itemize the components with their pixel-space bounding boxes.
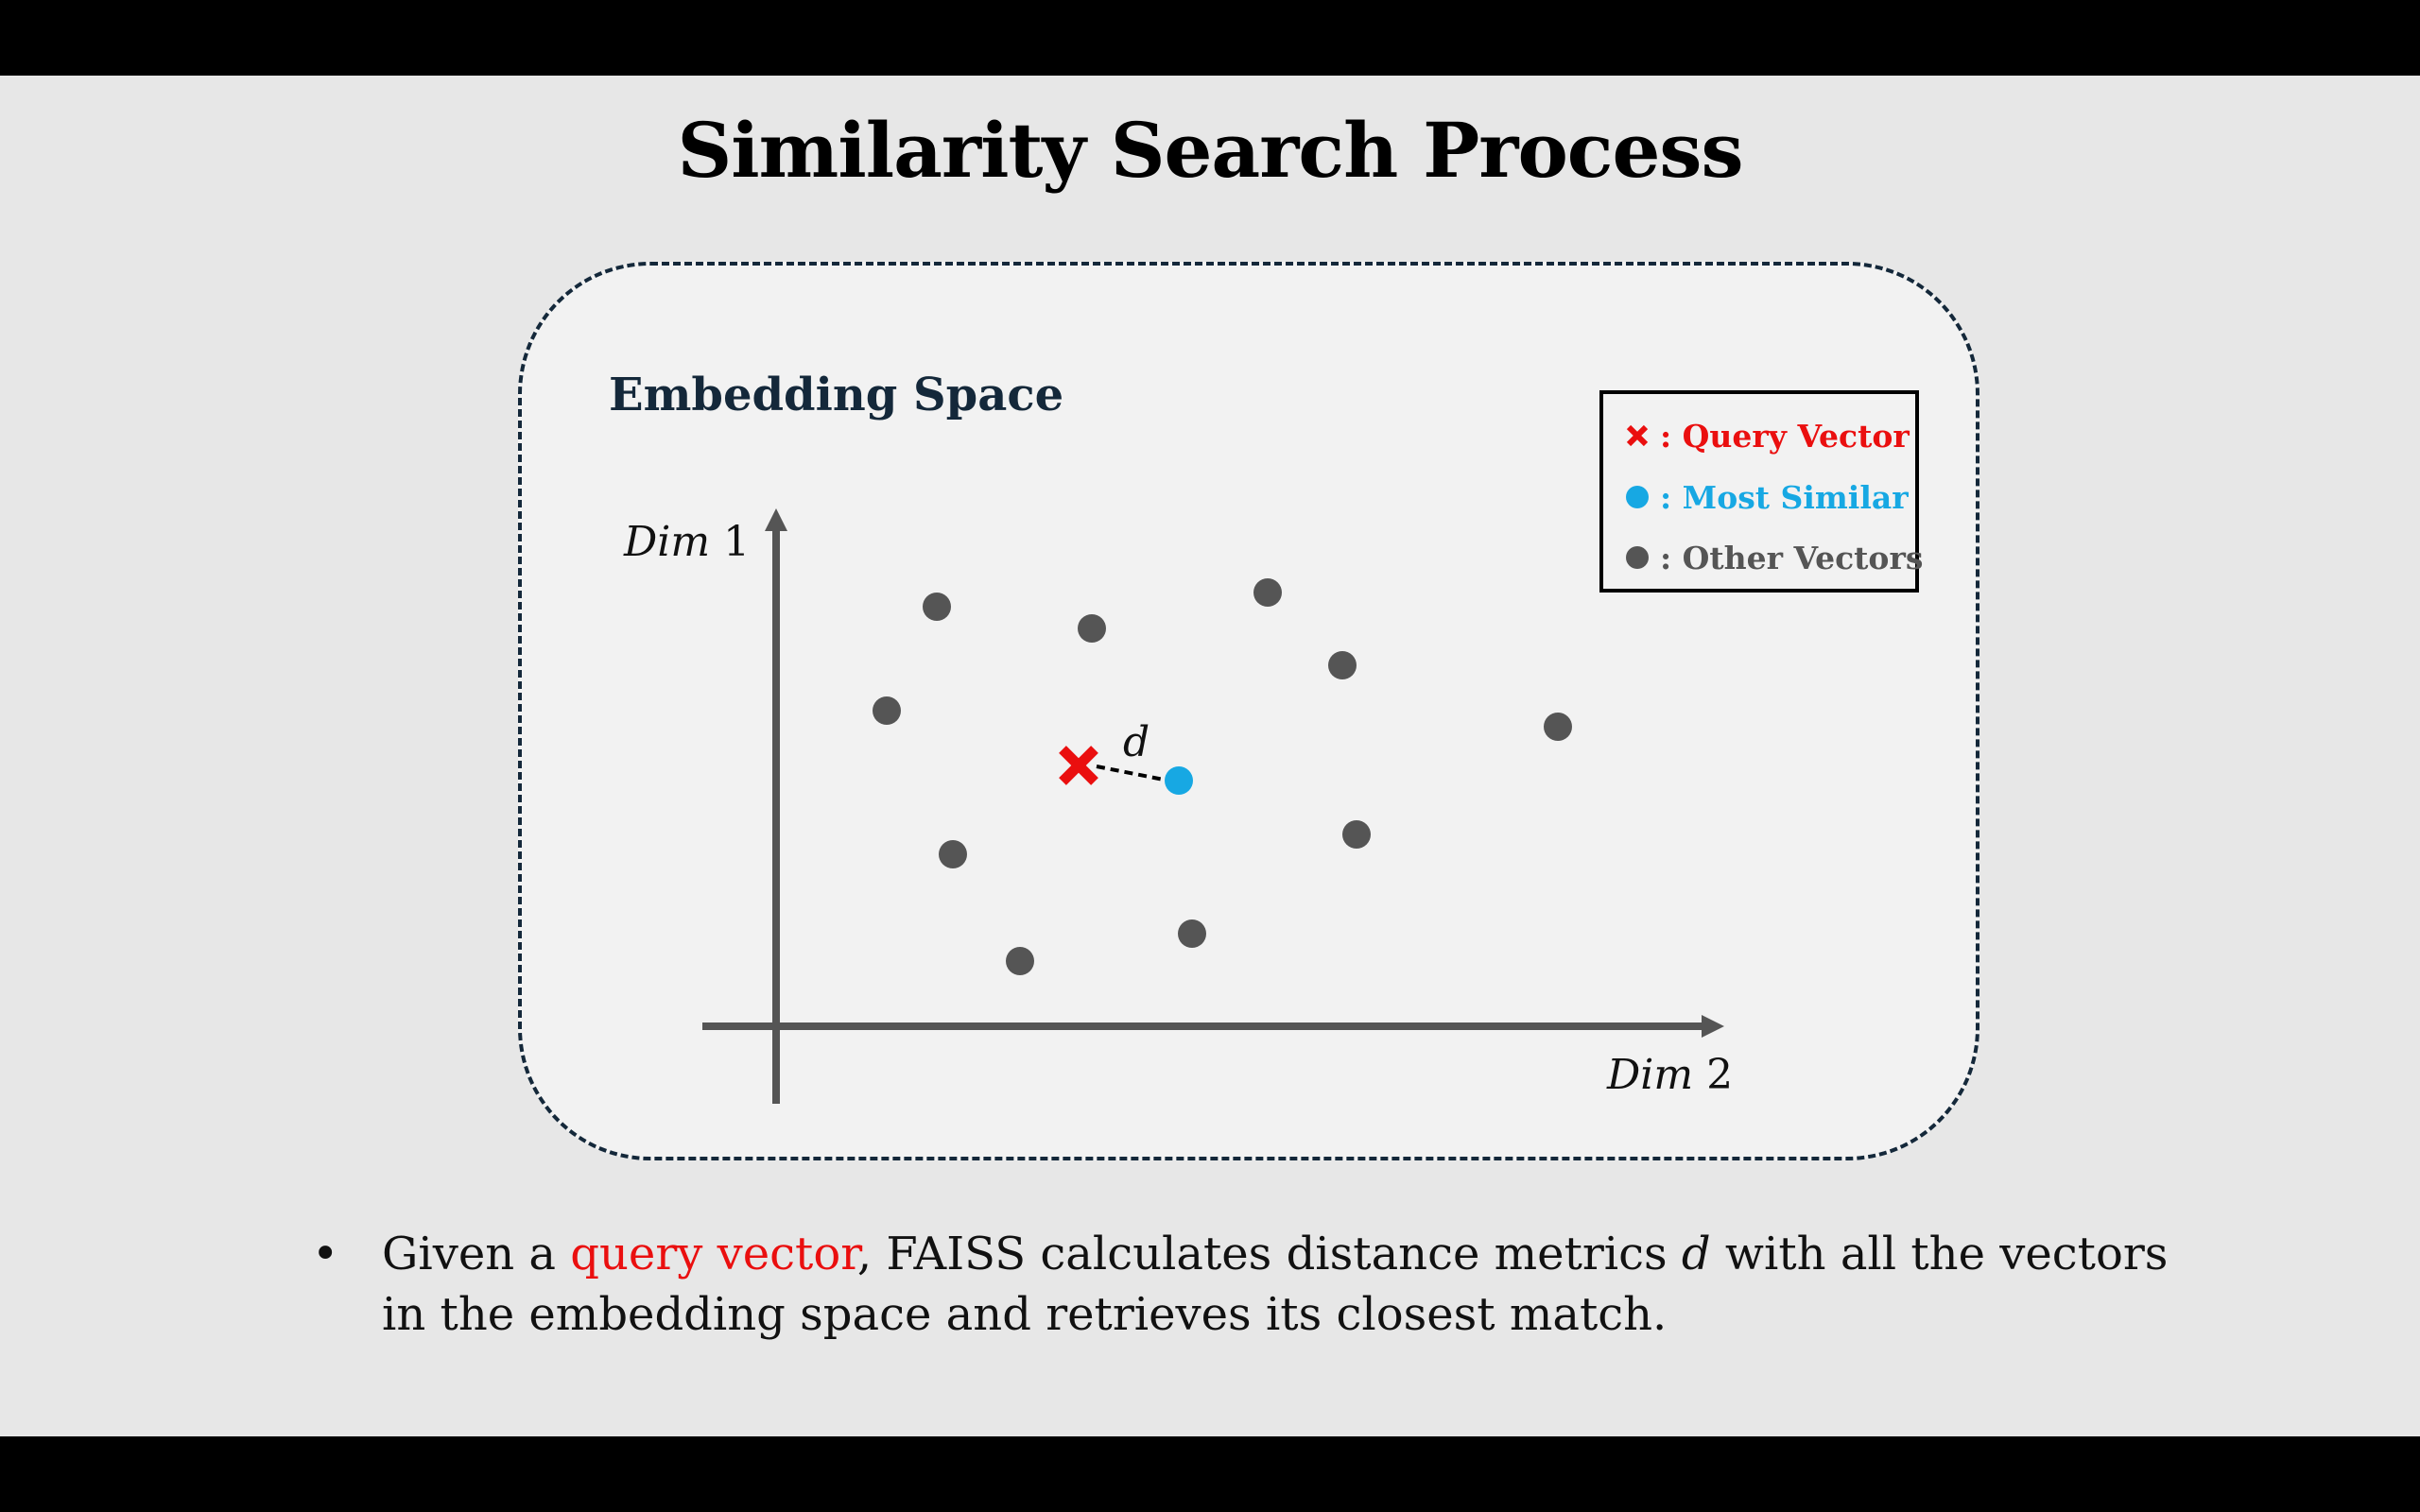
- bullet-dot: •: [312, 1228, 339, 1280]
- other-vector-point: [939, 840, 967, 868]
- letterbox-top: [0, 0, 2420, 76]
- other-vector-point: [1544, 713, 1572, 741]
- most-similar-point: [1165, 766, 1193, 795]
- bullet-post: with all the vectors in the embedding sp…: [382, 1228, 2169, 1341]
- slide-title: Similarity Search Process: [677, 106, 1744, 195]
- other-vector-point: [1078, 614, 1106, 643]
- y-axis-label-num: 1: [710, 518, 750, 566]
- legend-row-other: : Other Vectors: [1624, 539, 1923, 576]
- distance-line: [1096, 765, 1169, 782]
- query-vector-marker: [1059, 746, 1098, 785]
- other-vector-point: [923, 593, 951, 621]
- bullet-highlight: query vector: [570, 1228, 857, 1280]
- x-axis-label: Dim 2: [1606, 1051, 1733, 1099]
- x-axis-arrowhead: [1702, 1015, 1724, 1038]
- other-vector-point: [1178, 919, 1206, 948]
- x-axis-label-italic: Dim: [1606, 1051, 1693, 1099]
- legend-query-label: : Query Vector: [1660, 417, 1910, 455]
- other-vector-point: [873, 696, 901, 725]
- legend-other-label: : Other Vectors: [1660, 539, 1924, 576]
- most-similar-dot-icon: [1626, 486, 1649, 508]
- y-axis-label: Dim 1: [623, 518, 750, 566]
- bullet-pre: Given a: [382, 1228, 571, 1280]
- bullet-mid: , FAISS calculates distance metrics: [856, 1228, 1682, 1280]
- legend-row-query: : Query Vector: [1624, 417, 1910, 455]
- bullet-text: Given a query vector, FAISS calculates d…: [382, 1224, 2206, 1345]
- query-x-icon: [1626, 424, 1649, 447]
- other-vector-point: [1006, 947, 1034, 975]
- panel-label: Embedding Space: [609, 369, 1064, 421]
- x-axis-label-num: 2: [1693, 1051, 1733, 1099]
- legend-row-most-similar: : Most Similar: [1624, 478, 1909, 516]
- y-axis-arrowhead: [765, 508, 787, 531]
- legend-most-similar-label: : Most Similar: [1660, 478, 1909, 516]
- other-vector-point: [1342, 820, 1371, 849]
- other-vector-point: [1253, 578, 1282, 607]
- distance-label: d: [1123, 718, 1150, 766]
- legend: : Query Vector : Most Similar : Other Ve…: [1599, 390, 1923, 593]
- other-vector-point: [1328, 651, 1357, 679]
- other-dot-icon: [1626, 546, 1649, 569]
- letterbox-bottom: [0, 1436, 2420, 1512]
- y-axis-label-italic: Dim: [623, 518, 710, 566]
- bullet-d: d: [1681, 1228, 1711, 1280]
